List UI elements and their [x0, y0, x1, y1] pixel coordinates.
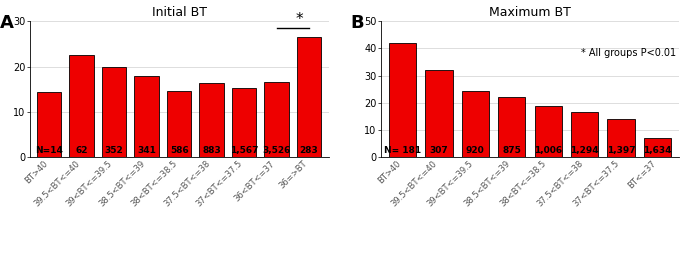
Bar: [534, 106, 562, 157]
Text: N=14: N=14: [35, 146, 63, 155]
Text: 62: 62: [75, 146, 88, 155]
Bar: [462, 91, 489, 157]
Bar: [571, 113, 598, 157]
Bar: [498, 98, 525, 157]
Text: 883: 883: [202, 146, 221, 155]
Bar: [69, 55, 94, 157]
Bar: [264, 82, 289, 157]
Text: *: *: [295, 12, 303, 27]
Bar: [167, 91, 191, 157]
Text: 352: 352: [105, 146, 123, 155]
Text: 283: 283: [300, 146, 319, 155]
Text: * All groups P<0.01: * All groups P<0.01: [582, 48, 677, 58]
Bar: [644, 138, 671, 157]
Bar: [425, 70, 453, 157]
Bar: [134, 76, 159, 157]
Text: N= 181: N= 181: [384, 146, 421, 155]
Text: 920: 920: [466, 146, 485, 155]
Bar: [608, 119, 635, 157]
Text: 875: 875: [502, 146, 521, 155]
Title: Initial BT: Initial BT: [151, 6, 207, 19]
Text: 3,526: 3,526: [262, 146, 291, 155]
Bar: [388, 43, 416, 157]
Text: 586: 586: [170, 146, 188, 155]
Title: Maximum BT: Maximum BT: [489, 6, 571, 19]
Text: B: B: [351, 14, 364, 32]
Bar: [297, 37, 321, 157]
Text: 1,294: 1,294: [571, 146, 599, 155]
Text: A: A: [0, 14, 14, 32]
Bar: [102, 68, 126, 157]
Text: 1,397: 1,397: [607, 146, 636, 155]
Bar: [199, 83, 224, 157]
Text: 307: 307: [429, 146, 448, 155]
Text: 1,634: 1,634: [643, 146, 672, 155]
Text: 341: 341: [137, 146, 156, 155]
Bar: [232, 88, 256, 157]
Text: 1,567: 1,567: [230, 146, 258, 155]
Bar: [37, 92, 62, 157]
Text: 1,006: 1,006: [534, 146, 562, 155]
